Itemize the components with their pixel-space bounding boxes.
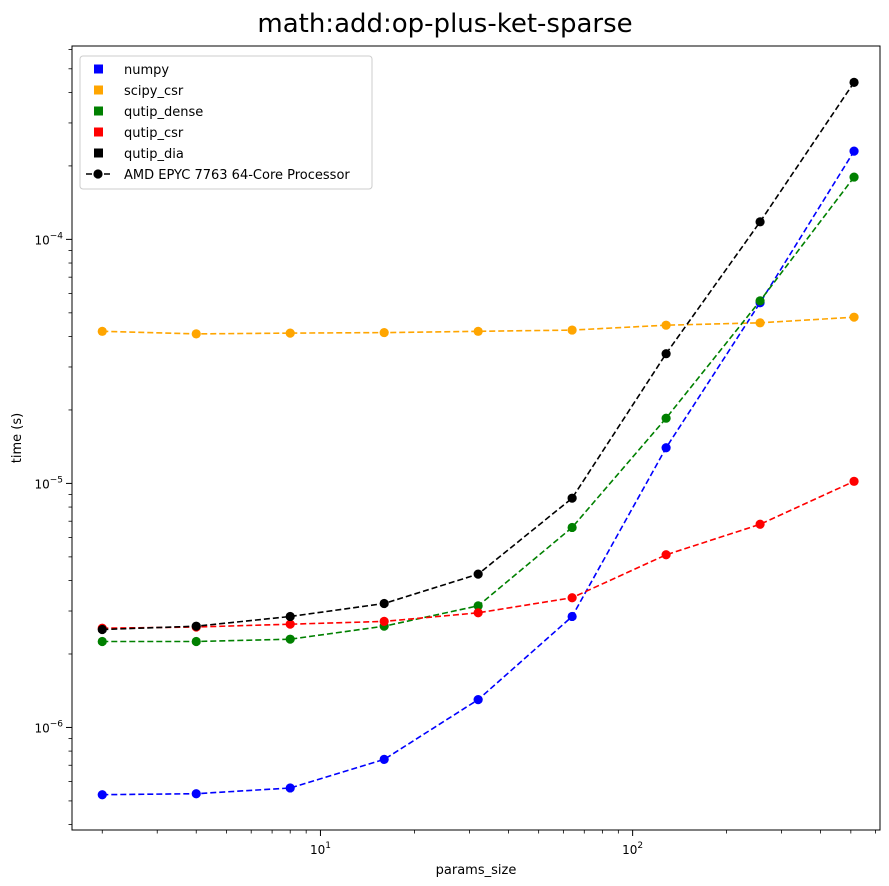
data-point-qutip_dense — [97, 636, 107, 647]
legend-marker — [94, 64, 103, 74]
data-point-qutip_csr — [755, 519, 765, 529]
legend-marker — [94, 85, 103, 95]
data-point-qutip_dense — [285, 634, 295, 644]
data-point-qutip_dia — [473, 569, 483, 579]
data-point-qutip_csr — [567, 593, 577, 603]
data-point-scipy_csr — [285, 328, 295, 338]
data-point-qutip_csr — [473, 608, 483, 618]
legend-label: scipy_csr — [124, 84, 184, 99]
legend-marker — [93, 169, 103, 179]
y-tick-label: 10−4 — [34, 231, 63, 247]
data-point-scipy_csr — [379, 327, 389, 338]
data-point-qutip_dia — [379, 598, 389, 609]
data-point-qutip_dia — [285, 611, 295, 622]
data-point-qutip_dense — [661, 413, 671, 423]
data-point-scipy_csr — [191, 329, 201, 339]
data-point-scipy_csr — [661, 320, 671, 330]
data-point-scipy_csr — [567, 325, 577, 335]
data-point-qutip_dia — [849, 77, 859, 87]
y-tick-label: 10−6 — [34, 719, 63, 735]
legend-label: numpy — [124, 63, 169, 78]
data-point-numpy — [285, 783, 295, 793]
data-point-scipy_csr — [473, 326, 483, 336]
data-point-numpy — [567, 611, 577, 622]
data-point-qutip_dense — [567, 522, 577, 533]
data-point-qutip_dia — [755, 217, 765, 227]
data-point-qutip_dense — [755, 296, 765, 306]
legend-marker — [94, 127, 103, 137]
data-point-qutip_dia — [567, 493, 577, 503]
data-point-numpy — [379, 754, 389, 764]
y-tick-label: 10−5 — [34, 475, 63, 491]
legend-label: AMD EPYC 7763 64-Core Processor — [124, 168, 350, 183]
data-point-numpy — [661, 443, 671, 453]
data-point-qutip_dia — [97, 624, 107, 635]
legend-box — [79, 55, 373, 190]
plot-area — [97, 77, 859, 800]
legend-marker — [94, 148, 103, 158]
data-point-qutip_csr — [849, 476, 859, 486]
data-point-qutip_dia — [661, 349, 671, 359]
x-axis-label: params_size — [436, 863, 517, 878]
legend: numpy scipy_csr qutip_dense qutip_csr qutip_… — [79, 55, 373, 190]
data-point-scipy_csr — [755, 318, 765, 328]
legend-label: qutip_dia — [124, 147, 184, 162]
data-point-qutip_dense — [191, 636, 201, 647]
x-tick-label: 101 — [310, 841, 331, 857]
chart-title: math:add:op-plus-ket-sparse — [257, 9, 632, 39]
data-point-numpy — [97, 790, 107, 800]
data-point-numpy — [191, 789, 201, 799]
axis-ticks: 101 102 10−6 10−5 10−4 — [34, 49, 876, 857]
legend-marker — [94, 106, 103, 116]
data-point-qutip_csr — [661, 550, 671, 560]
data-point-numpy — [849, 146, 859, 156]
data-point-scipy_csr — [97, 326, 107, 336]
data-point-qutip_dia — [191, 621, 201, 631]
data-point-qutip_csr — [379, 616, 389, 626]
x-tick-label: 102 — [622, 841, 643, 857]
data-point-numpy — [473, 695, 483, 705]
legend-label: qutip_csr — [124, 126, 184, 141]
legend-label: qutip_dense — [124, 105, 203, 120]
data-point-scipy_csr — [849, 312, 859, 322]
data-point-qutip_csr — [285, 619, 295, 629]
axes-frame — [71, 45, 881, 831]
y-axis-label: time (s) — [10, 413, 25, 463]
series-line-qutip_csr — [102, 480, 855, 629]
data-point-qutip_dense — [849, 172, 859, 182]
data-point-qutip_dense — [473, 601, 483, 611]
series-line-scipy_csr — [102, 316, 855, 335]
